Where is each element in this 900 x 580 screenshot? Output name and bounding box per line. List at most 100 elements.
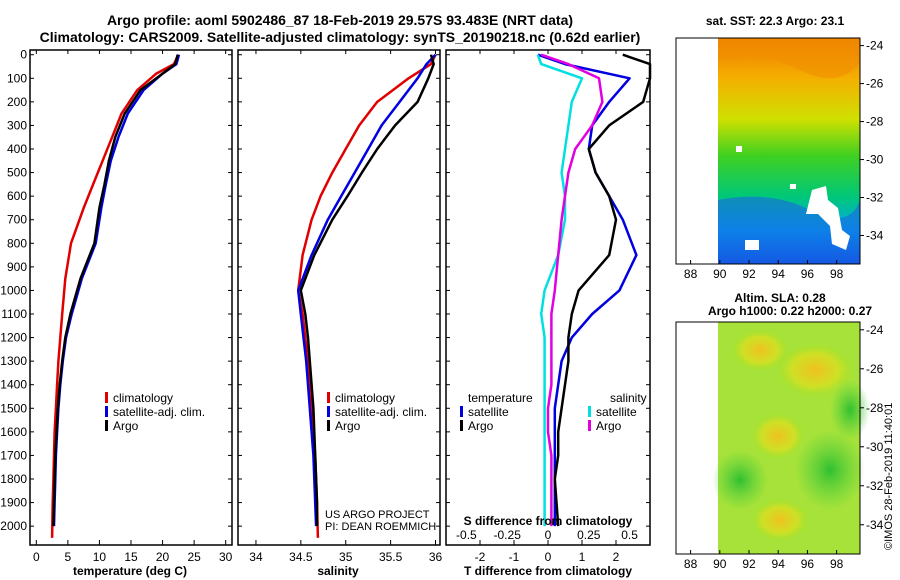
salinity-legend: climatology satellite-adj. clim. Argo: [327, 391, 427, 433]
y-tick-label: 2000: [0, 519, 27, 533]
difference-xlabel: T difference from climatology: [464, 564, 632, 578]
x-tick-label: 30: [219, 550, 233, 564]
y-tick-label: 1300: [0, 354, 27, 368]
y-tick-label: 700: [7, 213, 27, 227]
s-difference-label: S difference from climatology: [464, 514, 633, 528]
x-tick-label: 1: [579, 550, 586, 564]
y-tick-label: 600: [7, 189, 27, 203]
x-tick-label: 0: [545, 550, 552, 564]
map-y-tick-label: -32: [866, 479, 884, 493]
legend-climatology: climatology: [335, 391, 395, 405]
legend-swatch-s-argo: [588, 420, 591, 431]
legend-satellite: satellite-adj. clim.: [113, 405, 205, 419]
y-tick-label: 1600: [0, 425, 27, 439]
map-x-tick-label: 98: [830, 267, 844, 281]
series-line-climatology: [296, 54, 437, 538]
map-x-tick-label: 90: [713, 557, 727, 571]
map-y-tick-label: -26: [866, 77, 884, 91]
x-tick-label: -1: [509, 550, 520, 564]
map-x-tick-label: 92: [742, 557, 756, 571]
x-tick-label: 20: [156, 550, 170, 564]
temperature-xlabel: temperature (deg C): [73, 564, 187, 578]
map-y-tick-label: -32: [866, 191, 884, 205]
x-tick-label: 10: [93, 550, 107, 564]
legend-climatology: climatology: [113, 391, 173, 405]
x-tick-label: 35: [339, 550, 353, 564]
salinity-panel-frame: [237, 49, 441, 546]
x-tick-label: 5: [65, 550, 72, 564]
s-tick-label: 0.5: [621, 528, 638, 542]
y-tick-label: 1200: [0, 331, 27, 345]
y-tick-label: 200: [7, 95, 27, 109]
s-tick-label: 0.25: [577, 528, 601, 542]
sst-cloud-mask: [806, 186, 850, 250]
legend-swatch-climatology: [105, 392, 108, 403]
legend-swatch-climatology: [327, 392, 330, 403]
difference-legend: temperature satellite Argo salinity sate…: [460, 391, 647, 433]
credit-line-1: US ARGO PROJECT: [325, 509, 430, 521]
legend-swatch-argo: [327, 420, 330, 431]
salinity-xlabel: salinity: [317, 564, 359, 578]
series-line-argo: [52, 54, 179, 527]
legend-temperature-title: temperature: [468, 391, 533, 405]
map-x-tick-label: 94: [772, 267, 786, 281]
sst-map-frame: [675, 37, 861, 265]
title-line-1: Argo profile: aoml 5902486_87 18-Feb-201…: [107, 12, 573, 28]
sla-high-anomaly: [730, 328, 790, 372]
difference-panel-frame: [445, 49, 651, 546]
legend-argo: Argo: [335, 419, 361, 433]
map-x-tick-label: 96: [801, 267, 815, 281]
map-y-tick-label: -34: [866, 229, 884, 243]
x-tick-label: 34: [249, 550, 263, 564]
sla-high-anomaly: [775, 342, 855, 398]
series-line-t-argo: [553, 53, 652, 527]
map-y-tick-label: -30: [866, 440, 884, 454]
sst-cloud-mask: [745, 240, 759, 250]
x-tick-label: 25: [187, 550, 201, 564]
map-y-tick-label: -30: [866, 153, 884, 167]
x-tick-label: 0: [33, 550, 40, 564]
temperature-legend: climatology satellite-adj. clim. Argo: [105, 391, 205, 433]
temperature-panel-frame: [29, 49, 233, 546]
sla-map-axes: 88 90 92 94 96 98 -24 -26 -28 -30 -32 -34: [684, 323, 884, 571]
sla-map: [712, 322, 870, 554]
series-line-s-satellite: [536, 54, 584, 527]
series-line-argo: [299, 54, 435, 527]
map-x-tick-label: 88: [684, 267, 698, 281]
legend-t-satellite: satellite: [468, 405, 509, 419]
map-x-tick-label: 96: [801, 557, 815, 571]
imos-stamp: ©IMOS 28-Feb-2019 11:40:01: [883, 403, 895, 550]
y-tick-label: 1900: [0, 496, 27, 510]
map-y-tick-label: -28: [866, 401, 884, 415]
sst-map-axes: 88 90 92 94 96 98 -24 -26 -28 -30 -32 -34: [684, 39, 884, 281]
sst-map-title: sat. SST: 22.3 Argo: 23.1: [706, 14, 845, 28]
map-x-tick-label: 98: [830, 557, 844, 571]
y-tick-label: 1700: [0, 448, 27, 462]
y-tick-label: 500: [7, 166, 27, 180]
temperature-plot: 0100200300400500600700800900100011001200…: [0, 48, 232, 564]
sla-low-anomaly: [830, 380, 870, 440]
y-tick-label: 400: [7, 142, 27, 156]
x-tick-label: -2: [475, 550, 486, 564]
legend-t-argo: Argo: [468, 419, 494, 433]
credit-line-2: PI: DEAN ROEMMICH: [325, 521, 436, 533]
series-line-t-satellite: [537, 53, 638, 527]
legend-satellite: satellite-adj. clim.: [335, 405, 427, 419]
series-line-climatology: [50, 54, 180, 538]
x-tick-label: 15: [124, 550, 138, 564]
y-tick-label: 1000: [0, 283, 27, 297]
sla-map-frame: [675, 321, 861, 555]
sst-warm-patch: [718, 38, 860, 79]
sla-map-title-2: Argo h1000: 0.22 h2000: 0.27: [708, 304, 872, 318]
difference-plot: -2 -1 0 1 2 -0.5 -0.25 0 0.25 0.5: [446, 50, 652, 564]
y-tick-label: 1500: [0, 401, 27, 415]
series-line-s-argo: [540, 53, 604, 527]
sla-high-anomaly: [750, 412, 806, 460]
s-tick-label: -0.25: [494, 528, 522, 542]
map-x-tick-label: 94: [772, 557, 786, 571]
sla-low-anomaly: [712, 450, 768, 510]
y-tick-label: 0: [20, 48, 27, 62]
sst-map: [718, 38, 860, 264]
y-tick-label: 900: [7, 260, 27, 274]
map-y-tick-label: -26: [866, 362, 884, 376]
